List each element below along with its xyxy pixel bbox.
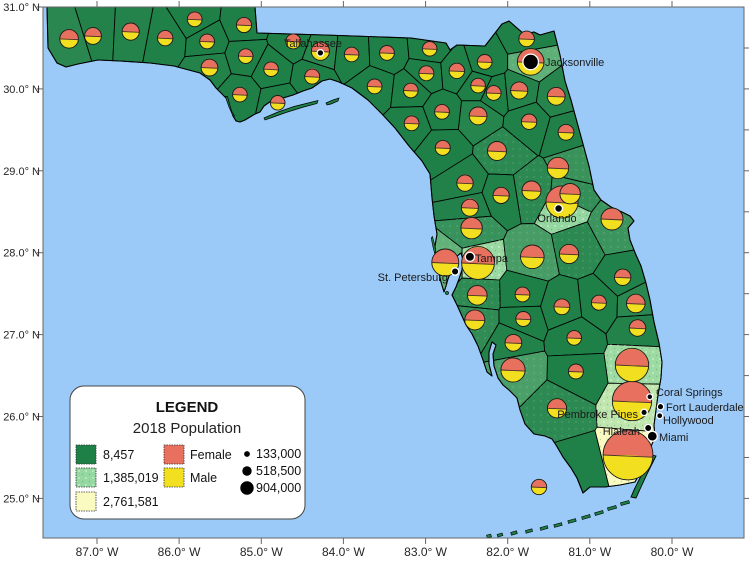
svg-text:Orlando: Orlando (537, 213, 576, 225)
svg-text:29.0° N: 29.0° N (3, 166, 40, 178)
svg-text:Female: Female (190, 448, 232, 462)
svg-text:82.0° W: 82.0° W (486, 545, 529, 559)
svg-text:27.0° N: 27.0° N (3, 330, 40, 342)
svg-text:28.0° N: 28.0° N (3, 248, 40, 260)
svg-text:518,500: 518,500 (256, 464, 301, 478)
svg-text:25.0° N: 25.0° N (3, 493, 40, 505)
svg-text:LEGEND: LEGEND (156, 399, 219, 416)
svg-text:80.0° W: 80.0° W (651, 545, 694, 559)
svg-text:Fort Lauderdale: Fort Lauderdale (666, 402, 744, 414)
svg-text:Hollywood: Hollywood (663, 415, 714, 427)
svg-text:2018 Population: 2018 Population (133, 420, 241, 437)
svg-text:133,000: 133,000 (256, 447, 301, 461)
svg-text:Tampa: Tampa (475, 253, 509, 265)
svg-text:8,457: 8,457 (103, 448, 134, 462)
svg-text:85.0° W: 85.0° W (240, 545, 283, 559)
svg-text:Tallahassee: Tallahassee (284, 38, 342, 50)
svg-text:St. Petersburg: St. Petersburg (378, 272, 448, 284)
svg-text:86.0° W: 86.0° W (158, 545, 201, 559)
svg-text:Coral Springs: Coral Springs (656, 387, 723, 399)
svg-text:30.0° N: 30.0° N (3, 84, 40, 96)
svg-text:26.0° N: 26.0° N (3, 412, 40, 424)
svg-text:Miami: Miami (659, 432, 688, 444)
svg-text:2,761,581: 2,761,581 (103, 495, 159, 509)
svg-text:84.0° W: 84.0° W (322, 545, 365, 559)
svg-text:31.0° N: 31.0° N (3, 2, 40, 14)
svg-text:Male: Male (190, 471, 217, 485)
svg-text:Hialeah: Hialeah (603, 426, 640, 438)
svg-text:83.0° W: 83.0° W (404, 545, 447, 559)
svg-text:Pembroke Pines: Pembroke Pines (557, 409, 638, 421)
svg-text:904,000: 904,000 (256, 481, 301, 495)
svg-text:Jacksonville: Jacksonville (545, 57, 604, 69)
svg-text:81.0° W: 81.0° W (568, 545, 611, 559)
svg-text:87.0° W: 87.0° W (76, 545, 119, 559)
svg-text:1,385,019: 1,385,019 (103, 471, 159, 485)
